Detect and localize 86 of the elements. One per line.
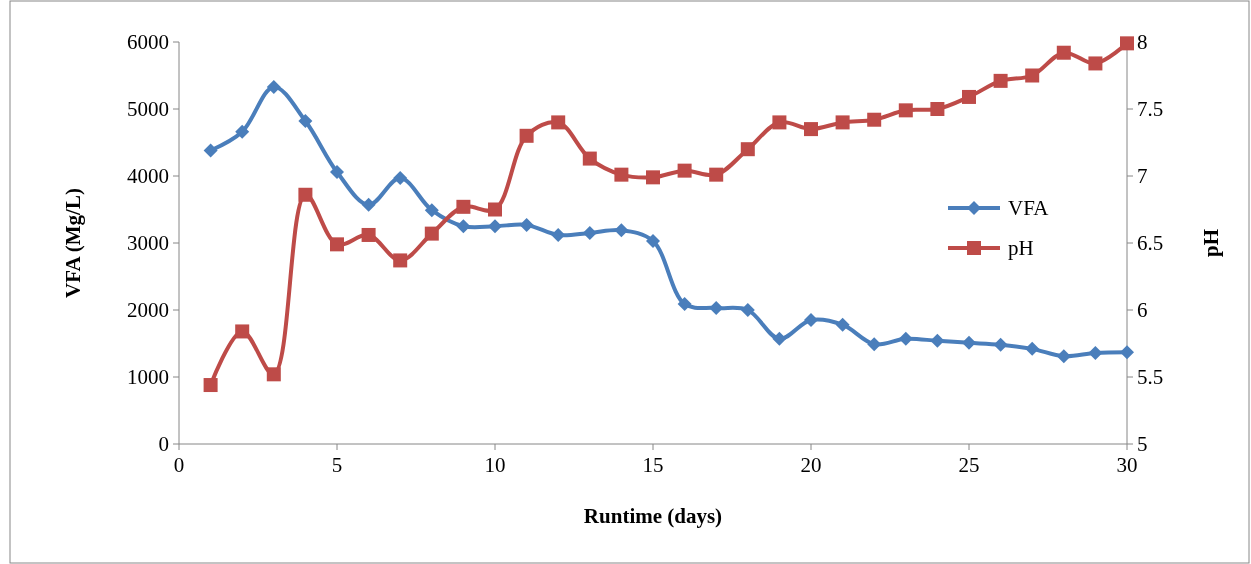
- y-tick-label: 1000: [127, 365, 169, 390]
- point: [519, 128, 534, 143]
- x-axis-title: Runtime (days): [583, 504, 723, 528]
- point: [393, 253, 408, 268]
- y2-tick-label: 8: [1137, 30, 1148, 55]
- point: [993, 73, 1008, 88]
- y-tick-label: 4000: [127, 164, 169, 189]
- point: [898, 331, 913, 346]
- point: [203, 378, 218, 393]
- point: [488, 202, 502, 217]
- legend-label: VFA: [1008, 196, 1050, 221]
- point: [203, 143, 218, 158]
- point: [930, 102, 945, 116]
- y-tick-label: 6000: [127, 30, 169, 55]
- point: [456, 219, 471, 234]
- point: [488, 219, 502, 234]
- y2-tick-label: 5.5: [1137, 365, 1164, 390]
- point: [772, 331, 787, 346]
- point: [709, 167, 724, 182]
- legend-label: pH: [1008, 236, 1034, 261]
- point: [1056, 45, 1071, 60]
- point: [298, 114, 313, 129]
- point: [424, 226, 439, 241]
- point: [677, 163, 692, 178]
- point: [1056, 349, 1071, 364]
- y2-tick-label: 6: [1137, 298, 1148, 323]
- point: [804, 122, 818, 137]
- point: [361, 227, 376, 242]
- x-tick-label: 15: [642, 453, 664, 477]
- y-tick-label: 5000: [127, 97, 169, 122]
- point: [235, 324, 250, 339]
- point: [1088, 56, 1103, 71]
- y2-tick-label: 6.5: [1137, 231, 1164, 256]
- y-tick-label: 0: [158, 432, 169, 457]
- point: [709, 300, 724, 315]
- point: [740, 303, 755, 317]
- point: [1120, 345, 1134, 360]
- y-tick-label: 3000: [127, 231, 169, 256]
- x-tick-label: 30: [1116, 453, 1138, 477]
- y2-tick-label: 7: [1137, 164, 1148, 189]
- y2-axis-title: pH: [1199, 228, 1223, 258]
- point: [740, 142, 755, 157]
- y2-tick-label: 5: [1137, 432, 1148, 457]
- point: [930, 333, 945, 348]
- point: [393, 171, 408, 186]
- point: [235, 124, 250, 139]
- point: [330, 237, 344, 252]
- point: [993, 337, 1008, 352]
- x-tick-label: 25: [958, 453, 980, 477]
- y-tick-label: 2000: [127, 298, 169, 323]
- point: [582, 225, 597, 240]
- point: [898, 103, 913, 118]
- x-tick-label: 20: [800, 453, 822, 477]
- point: [266, 367, 281, 382]
- point: [772, 115, 787, 130]
- point: [551, 115, 566, 130]
- point: [677, 296, 692, 311]
- point: [330, 164, 344, 179]
- point: [1120, 36, 1134, 51]
- point: [1025, 68, 1040, 83]
- x-tick-label: 5: [331, 453, 343, 477]
- point: [867, 337, 882, 352]
- point: [582, 151, 597, 166]
- point: [1088, 345, 1103, 360]
- point: [804, 313, 818, 328]
- point: [456, 199, 471, 214]
- point: [519, 217, 534, 232]
- x-tick-label: 10: [484, 453, 506, 477]
- point: [614, 167, 629, 182]
- point: [361, 197, 376, 212]
- point: [835, 317, 850, 332]
- point: [424, 203, 439, 218]
- point: [646, 233, 660, 248]
- point: [835, 115, 850, 130]
- point: [962, 89, 976, 104]
- point: [867, 112, 882, 127]
- x-tick-label: 0: [173, 453, 185, 477]
- y-axis-title: VFA (Mg/L): [61, 188, 85, 298]
- point: [646, 170, 660, 185]
- point: [298, 187, 313, 202]
- point: [551, 227, 566, 242]
- point: [1025, 341, 1040, 356]
- y2-tick-label: 7.5: [1137, 97, 1164, 122]
- point: [962, 335, 976, 350]
- point: [614, 223, 629, 238]
- point: [266, 79, 281, 94]
